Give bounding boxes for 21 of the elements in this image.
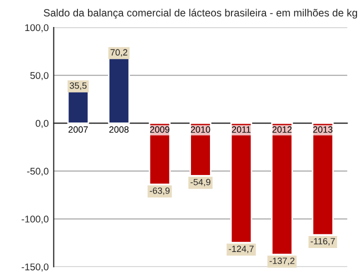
data-label: -54,9 [190,178,210,186]
chart-title: Saldo da balança comercial de lácteos brasileira - em milhões de kg [44,8,358,19]
data-label: 35,5 [70,82,87,90]
y-tick-label: 100,0 [25,24,48,32]
x-tick-label: 2013 [313,126,332,133]
y-tick-label: -150,0 [22,263,48,272]
x-tick-label: 2008 [109,126,129,133]
data-label: -63,9 [150,187,170,195]
x-tick-label: 2007 [68,126,88,133]
x-tick-label: 2012 [272,126,292,133]
data-label: -124,7 [228,246,254,254]
data-label: -137,2 [270,258,294,266]
y-tick-label: 50,0 [30,72,48,80]
data-label: 70,2 [110,49,128,57]
x-tick-label: 2011 [232,126,251,133]
y-tick-label: -100,0 [22,216,48,224]
data-label: -116,7 [310,238,335,246]
x-tick-label: 2010 [190,126,210,133]
y-tick-label: 0,0 [36,120,48,128]
x-tick-label: 2009 [150,126,170,133]
y-tick-label: -50,0 [27,168,48,176]
